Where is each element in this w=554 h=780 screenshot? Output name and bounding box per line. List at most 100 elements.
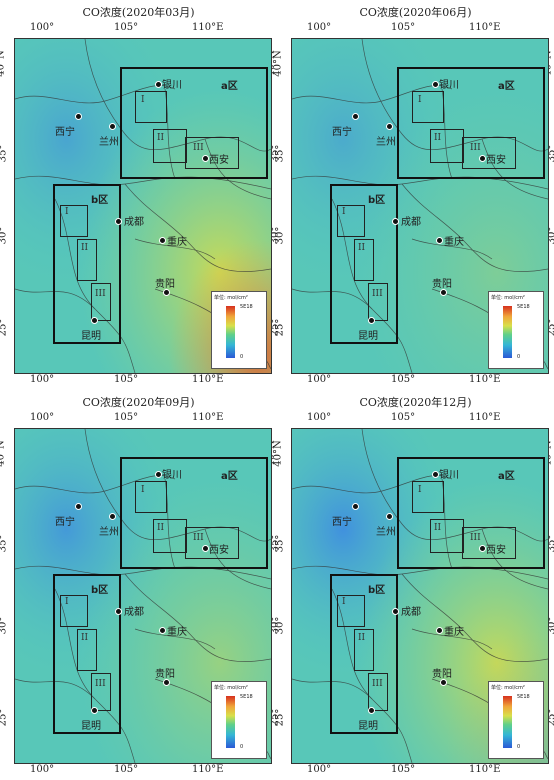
- map-raster: [15, 429, 271, 763]
- roman-b-II: II: [81, 243, 89, 253]
- x-tick-bottom-1: 105°: [391, 764, 416, 775]
- map-panel-3: CO浓度(2020年09月) 100° 105° 110°E 100° 105°…: [0, 390, 280, 780]
- y-tick-left-3: 25°: [274, 708, 286, 727]
- x-tick-bottom-1: 105°: [114, 764, 139, 775]
- city-dot-guiyang: [163, 679, 170, 686]
- color-legend: 单位: mol/cm² 5E18 0: [211, 681, 267, 759]
- region-a-box: [397, 457, 545, 569]
- city-dot-lanzhou: [109, 513, 116, 520]
- city-label-lanzhou: 兰州: [376, 527, 396, 538]
- city-dot-yinchuan: [155, 81, 162, 88]
- roman-b-II: II: [358, 243, 366, 253]
- legend-unit: 单位: mol/cm²: [214, 685, 248, 691]
- region-a-box: [397, 67, 545, 179]
- map-raster: [15, 39, 271, 373]
- roman-a-I: I: [418, 485, 422, 495]
- city-label-xining: 西宁: [332, 517, 352, 528]
- y-tick-left-1: 35°: [0, 534, 9, 553]
- city-label-kunming: 昆明: [358, 721, 378, 732]
- subregion-a-III-box: [185, 527, 239, 559]
- city-label-yinchuan: 银川: [439, 80, 459, 91]
- subregion-a-II-box: [153, 519, 187, 553]
- region-b-label: b区: [91, 585, 109, 596]
- legend-colorbar: [503, 306, 512, 358]
- legend-min: 0: [240, 354, 244, 360]
- roman-b-I: I: [342, 597, 346, 607]
- roman-b-I: I: [342, 207, 346, 217]
- y-tick-left-1: 35°: [274, 144, 286, 163]
- roman-b-III: III: [372, 289, 383, 299]
- legend-min: 0: [517, 354, 521, 360]
- city-dot-chengdu: [115, 608, 122, 615]
- map-raster: [292, 39, 548, 373]
- x-tick-top-2: 110°E: [192, 412, 224, 423]
- map-panel-4: CO浓度(2020年12月) 100° 105° 110°E 100° 105°…: [273, 390, 554, 780]
- city-label-chongqing: 重庆: [444, 627, 464, 638]
- subregion-a-II-box: [430, 519, 464, 553]
- legend-min: 0: [240, 744, 244, 750]
- x-tick-top-2: 110°E: [469, 412, 501, 423]
- legend-max: 5E18: [240, 304, 253, 310]
- legend-colorbar: [226, 306, 235, 358]
- legend-unit: 单位: mol/cm²: [214, 295, 248, 301]
- city-dot-yinchuan: [432, 81, 439, 88]
- city-label-chongqing: 重庆: [167, 627, 187, 638]
- subregion-b-III-box: [91, 283, 111, 321]
- city-dot-guiyang: [440, 289, 447, 296]
- y-tick-left-2: 30°: [0, 616, 9, 635]
- region-a-box: [120, 457, 268, 569]
- subregion-a-I-box: [135, 91, 167, 123]
- city-dot-chongqing: [159, 237, 166, 244]
- city-dot-chongqing: [436, 627, 443, 634]
- city-label-guiyang: 贵阳: [432, 279, 452, 290]
- roman-b-II: II: [358, 633, 366, 643]
- subregion-a-III-box: [462, 527, 516, 559]
- y-tick-left-0: 40°N: [0, 50, 7, 77]
- city-label-chengdu: 成都: [124, 217, 144, 228]
- city-label-guiyang: 贵阳: [155, 669, 175, 680]
- roman-a-III: III: [470, 533, 481, 543]
- city-dot-yinchuan: [432, 471, 439, 478]
- city-dot-chongqing: [436, 237, 443, 244]
- city-label-xian: 西安: [486, 155, 506, 166]
- map-panel-1: CO浓度(2020年03月) 100° 105° 110°E 100° 105°…: [0, 0, 280, 390]
- roman-a-II: II: [434, 133, 442, 143]
- subregion-a-I-box: [135, 481, 167, 513]
- x-tick-bottom-1: 105°: [114, 374, 139, 385]
- legend-unit: 单位: mol/cm²: [491, 295, 525, 301]
- subregion-b-I-box: [60, 205, 88, 237]
- city-label-kunming: 昆明: [358, 331, 378, 342]
- city-dot-xining: [352, 503, 359, 510]
- city-dot-chengdu: [392, 608, 399, 615]
- roman-a-III: III: [193, 143, 204, 153]
- city-dot-chongqing: [159, 627, 166, 634]
- city-label-lanzhou: 兰州: [376, 137, 396, 148]
- city-label-yinchuan: 银川: [162, 470, 182, 481]
- map-raster: [292, 429, 548, 763]
- city-dot-guiyang: [440, 679, 447, 686]
- x-tick-top-2: 110°E: [469, 22, 501, 33]
- x-tick-top-1: 105°: [391, 22, 416, 33]
- city-label-yinchuan: 银川: [162, 80, 182, 91]
- subregion-a-I-box: [412, 481, 444, 513]
- roman-a-I: I: [141, 485, 145, 495]
- x-tick-top-0: 100°: [30, 22, 55, 33]
- roman-a-I: I: [418, 95, 422, 105]
- legend-max: 5E18: [517, 304, 530, 310]
- panel-title: CO浓度(2020年12月): [359, 396, 472, 409]
- city-dot-xining: [75, 113, 82, 120]
- map-panel-2: CO浓度(2020年06月) 100° 105° 110°E 100° 105°…: [273, 0, 554, 390]
- subregion-a-II-box: [153, 129, 187, 163]
- city-dot-guiyang: [163, 289, 170, 296]
- city-dot-kunming: [368, 317, 375, 324]
- subregion-b-III-box: [368, 283, 388, 321]
- city-label-lanzhou: 兰州: [99, 527, 119, 538]
- subregion-b-II-box: [354, 629, 374, 671]
- panel-title: CO浓度(2020年09月): [82, 396, 195, 409]
- y-tick-left-3: 25°: [0, 708, 9, 727]
- roman-b-III: III: [95, 289, 106, 299]
- city-dot-xian: [202, 545, 209, 552]
- region-b-box: [53, 184, 121, 344]
- roman-a-III: III: [470, 143, 481, 153]
- region-b-label: b区: [368, 585, 386, 596]
